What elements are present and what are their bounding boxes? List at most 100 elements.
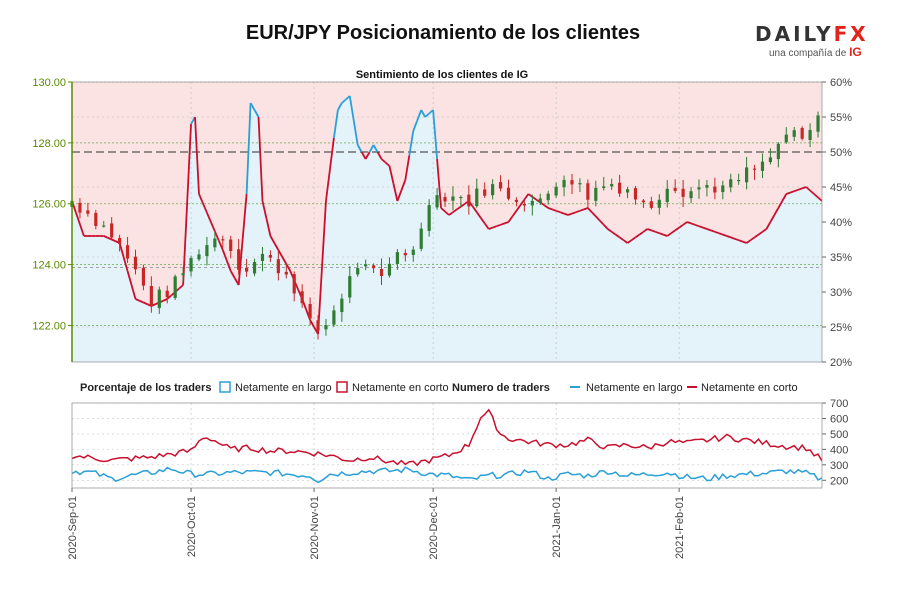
subtitle: Sentimiento de los clientes de IG: [356, 69, 528, 81]
left-tick-label: 122.00: [32, 320, 66, 332]
sentiment-line-segment: [738, 239, 743, 243]
traders-tick-label: 400: [830, 444, 848, 456]
sentiment-line-segment: [801, 186, 807, 190]
sentiment-line-segment: [348, 95, 355, 121]
candle-body: [800, 127, 804, 139]
sentiment-line-segment: [631, 236, 637, 241]
sentiment-line-segment: [698, 225, 704, 229]
sentiment-line-segment: [726, 235, 732, 239]
sentiment-line-segment: [809, 189, 815, 195]
sentiment-line-segment: [817, 196, 823, 202]
sentiment-line-segment: [325, 169, 331, 202]
sentiment-line-segment: [674, 226, 680, 232]
candle-body: [705, 185, 709, 188]
x-tick-label: 2020-Nov-01: [309, 496, 321, 560]
candle-body: [300, 291, 304, 304]
candle-body: [213, 238, 217, 248]
candle-body: [308, 303, 312, 319]
candle-body: [681, 188, 685, 197]
x-tick-label: 2020-Sep-01: [67, 496, 79, 560]
sentiment-line-segment: [135, 298, 140, 302]
sentiment-line-segment: [539, 201, 545, 206]
sentiment-line-segment: [456, 205, 462, 211]
legend-pct-long-label: Netamente en largo: [235, 382, 332, 394]
traders-short-line: [71, 408, 823, 467]
candle-body: [538, 198, 542, 203]
candle-body: [229, 239, 233, 252]
sentiment-line-segment: [400, 179, 407, 191]
candle-body: [443, 197, 447, 202]
candle-body: [816, 115, 820, 132]
sentiment-line-segment: [527, 193, 533, 198]
sentiment-line-segment: [734, 237, 739, 242]
sentiment-line-segment: [356, 144, 363, 153]
sentiment-line-segment: [241, 193, 248, 240]
sentiment-line-segment: [221, 249, 228, 261]
candle-body: [737, 180, 741, 182]
candle-body: [260, 253, 265, 261]
right-tick-label: 55%: [830, 112, 852, 124]
candle-body: [697, 187, 701, 190]
candle-body: [594, 187, 598, 201]
sentiment-line-segment: [555, 209, 561, 214]
sentiment-line-segment: [122, 256, 129, 272]
candle-body: [784, 134, 788, 143]
long-sentiment-area: [72, 96, 822, 362]
sentiment-line-segment: [384, 161, 391, 167]
sentiment-line-segment: [372, 144, 379, 153]
sentiment-line-segment: [404, 155, 411, 181]
x-tick-label: 2021-Feb-01: [674, 496, 686, 559]
sentiment-line-segment: [103, 235, 109, 239]
right-tick-label: 30%: [830, 287, 852, 299]
candle-body: [625, 189, 630, 193]
legend-num-short-label: Netamente en corto: [701, 382, 798, 394]
candle-body: [387, 263, 392, 276]
candle-body: [530, 200, 534, 206]
sentiment-line-segment: [249, 102, 256, 111]
candle-body: [483, 189, 487, 196]
sentiment-line-segment: [440, 207, 446, 213]
candle-body: [514, 199, 519, 202]
left-tick-label: 128.00: [32, 138, 66, 150]
sentiment-line-segment: [718, 232, 724, 236]
sentiment-line-segment: [281, 256, 288, 265]
sentiment-line-segment: [662, 233, 668, 237]
right-tick-label: 25%: [830, 322, 852, 334]
sentiment-line-segment: [690, 222, 696, 226]
sentiment-line-segment: [638, 231, 644, 236]
candle-body: [649, 201, 653, 208]
legend-pct-long-swatch: [219, 381, 231, 393]
sentiment-line-segment: [507, 215, 514, 223]
legend-num-heading: Numero de traders: [452, 382, 550, 394]
sentiment-line-segment: [277, 249, 284, 258]
sentiment-line-segment: [198, 193, 204, 204]
right-tick-label: 35%: [830, 252, 852, 264]
sentiment-line-segment: [757, 231, 763, 236]
sentiment-line-segment: [424, 112, 430, 118]
traders-tick-label: 200: [830, 475, 848, 487]
sentiment-line-segment: [710, 229, 716, 233]
legend-pct-heading: Porcentaje de los traders: [80, 382, 211, 394]
candle-body: [713, 186, 717, 193]
sentiment-line-segment: [496, 223, 501, 228]
sentiment-line-segment: [444, 210, 450, 216]
candle-body: [78, 202, 82, 213]
sentiment-line-segment: [396, 190, 403, 202]
candle-body: [586, 183, 590, 200]
candle-body: [94, 212, 98, 226]
sentiment-line-segment: [257, 116, 264, 202]
candle-body: [752, 168, 757, 170]
candle-body: [602, 186, 606, 189]
sentiment-line-segment: [479, 217, 486, 224]
sentiment-line-segment: [750, 236, 756, 241]
candle-body: [451, 196, 455, 201]
candle-body: [102, 225, 106, 227]
candle-body: [506, 187, 511, 199]
dailyfx-logo: DAILYFX una compañía de IG: [755, 22, 875, 59]
sentiment-line-segment: [571, 211, 577, 215]
sentiment-line-segment: [670, 229, 676, 234]
sentiment-line-segment: [793, 188, 799, 193]
sentiment-line-segment: [245, 102, 252, 195]
sentiment-line-segment: [143, 301, 148, 306]
legend-num-long-label: Netamente en largo: [586, 382, 683, 394]
